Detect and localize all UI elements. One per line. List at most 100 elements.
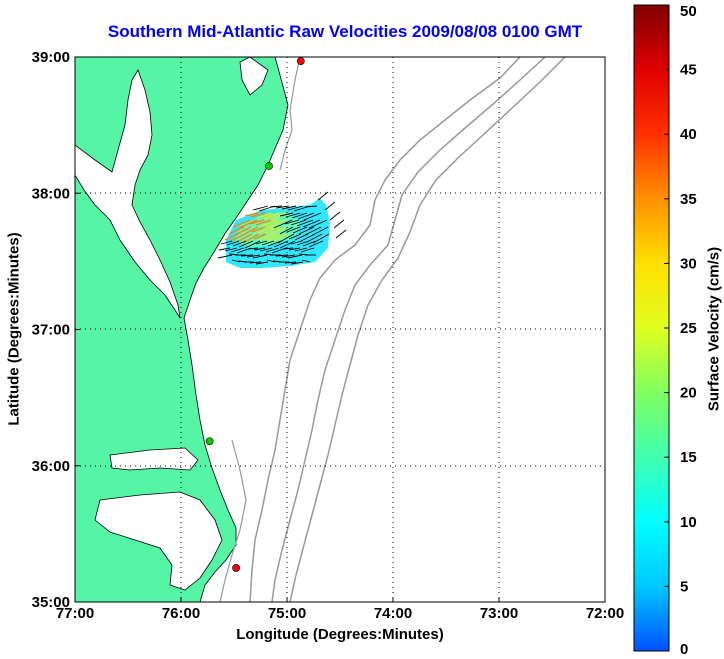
x-tick-label: 72:00 — [586, 605, 624, 622]
velocity-vector — [244, 212, 259, 217]
velocity-vector — [306, 233, 323, 243]
velocity-vector — [236, 233, 253, 243]
velocity-vector — [288, 247, 301, 251]
velocity-vector — [317, 191, 329, 201]
colorbar-ticks: 0 5 10 15 20 25 30 35 40 45 50 — [664, 3, 697, 658]
velocity-vector — [251, 226, 266, 233]
velocity-vector — [228, 226, 245, 235]
velocity-vector — [279, 240, 296, 249]
velocity-vector — [266, 259, 276, 263]
velocity-vector — [261, 219, 279, 227]
velocity-vector — [263, 226, 280, 235]
colorbar-tick-label: 35 — [680, 191, 697, 208]
velocity-vector — [232, 219, 251, 228]
velocity-vector — [335, 229, 347, 239]
velocity-vector — [290, 219, 307, 226]
velocity-vector — [240, 254, 254, 257]
velocity-vector — [308, 219, 328, 229]
velocity-vector — [231, 259, 241, 263]
velocity-vector — [238, 219, 258, 229]
velocity-vector — [286, 226, 301, 233]
velocity-vector — [279, 212, 294, 217]
velocity-vector — [252, 254, 268, 259]
velocity-vector — [273, 219, 293, 229]
velocity-vector — [218, 247, 231, 251]
y-tick-label: 35:00 — [32, 594, 70, 611]
velocity-vector — [250, 212, 266, 218]
velocity-vector — [247, 247, 259, 250]
velocity-vector — [296, 240, 310, 246]
velocity-vector — [259, 233, 274, 241]
velocity-vector — [300, 233, 316, 242]
station-2-marker — [265, 162, 273, 170]
velocity-vector — [232, 240, 247, 247]
colorbar-tick-label: 45 — [680, 62, 697, 79]
velocity-vector — [224, 247, 238, 252]
radar-stations — [205, 57, 305, 572]
station-1-marker — [296, 57, 305, 65]
x-tick-label: 77:00 — [56, 605, 94, 622]
velocity-vector — [298, 226, 315, 235]
velocity-vector — [287, 205, 304, 211]
colorbar-tick-label: 20 — [680, 385, 697, 402]
velocity-vector — [294, 233, 309, 241]
x-tick-label: 75:00 — [268, 605, 306, 622]
velocity-vector — [294, 247, 308, 252]
velocity-vector — [246, 254, 261, 258]
velocity-vectors — [217, 191, 347, 265]
velocity-vector — [265, 233, 281, 242]
velocity-vector — [255, 219, 272, 226]
velocity-vector — [268, 212, 287, 221]
velocity-vector — [288, 233, 302, 240]
station-3-marker — [205, 437, 214, 446]
velocity-vector — [303, 212, 322, 221]
velocity-vector — [300, 247, 315, 253]
y-axis-ticks: 39:00 38:00 37:00 36:00 35:00 — [32, 49, 80, 611]
velocity-vector — [253, 233, 267, 240]
velocity-vector — [256, 212, 273, 219]
velocity-vector — [282, 247, 294, 250]
colorbar-tick-label: 50 — [680, 3, 697, 20]
velocity-vector — [224, 233, 239, 241]
velocity-vector — [257, 226, 273, 234]
velocity-vector — [267, 219, 286, 228]
colorbar-tick-label: 0 — [680, 641, 688, 658]
velocity-vector — [284, 219, 300, 225]
velocity-vector — [281, 205, 297, 210]
velocity-vector — [267, 240, 282, 247]
velocity-vector — [238, 240, 254, 248]
chesapeake-bay — [75, 69, 181, 319]
y-tick-label: 37:00 — [32, 322, 70, 339]
grid-lines — [75, 57, 605, 602]
bathymetry-contour-1 — [249, 57, 521, 602]
velocity-vector — [333, 219, 345, 229]
bathymetry-contour-3 — [289, 57, 566, 602]
velocity-vector — [230, 247, 245, 253]
velocity-vector — [281, 254, 296, 258]
velocity-vector — [290, 261, 304, 265]
velocity-vector — [290, 240, 303, 245]
velocity-vector — [259, 247, 273, 252]
velocity-vector — [302, 240, 317, 247]
velocity-vector — [217, 254, 233, 259]
velocity-vector — [230, 233, 246, 242]
colorbar-tick-label: 25 — [680, 320, 697, 337]
velocity-vector — [301, 259, 311, 263]
bathymetry-contour-4 — [279, 57, 301, 171]
velocity-vector — [255, 240, 268, 245]
velocity-vector — [255, 261, 269, 265]
velocity-vector — [244, 240, 261, 249]
delaware-bay — [239, 57, 269, 96]
velocity-vector — [287, 254, 303, 259]
velocity-vector — [273, 240, 289, 248]
velocity-vector — [308, 240, 324, 248]
velocity-vector — [302, 219, 321, 228]
x-axis-ticks: 77:00 76:00 75:00 74:00 73:00 72:00 — [56, 597, 624, 622]
colorbar-tick-label: 40 — [680, 126, 697, 143]
station-4-marker — [232, 564, 241, 572]
pamlico-sound — [94, 491, 223, 591]
velocity-vector — [275, 205, 290, 209]
velocity-vector — [249, 219, 265, 225]
colorbar-tick-label: 30 — [680, 255, 697, 272]
